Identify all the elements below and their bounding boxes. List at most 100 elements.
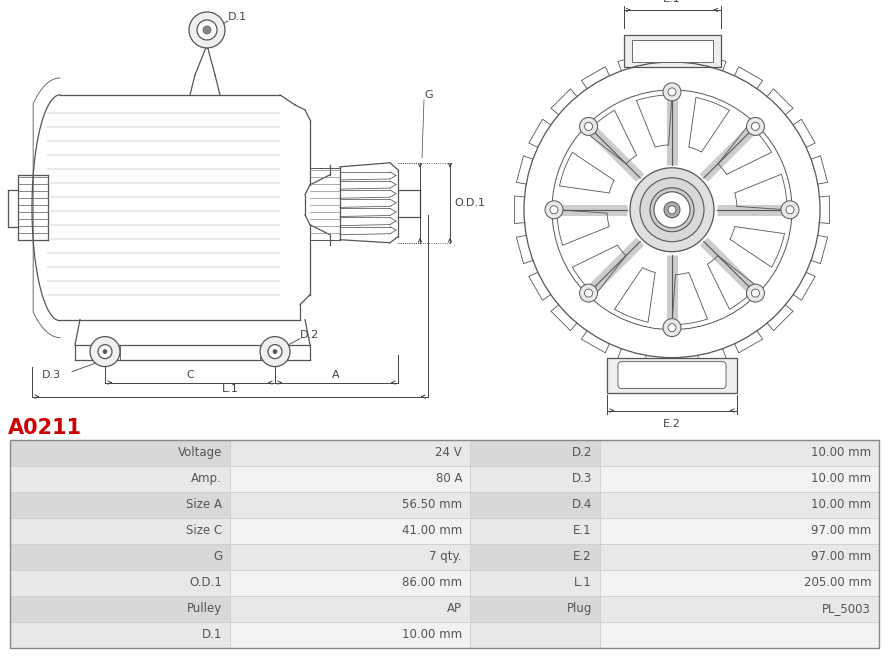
Text: E.1: E.1 xyxy=(663,0,681,4)
Text: O.D.1: O.D.1 xyxy=(189,576,222,590)
Bar xyxy=(230,518,470,544)
Text: 97.00 mm: 97.00 mm xyxy=(811,551,871,563)
Bar xyxy=(10,440,879,648)
Text: PL_5003: PL_5003 xyxy=(822,603,871,615)
Text: G: G xyxy=(212,551,222,563)
Bar xyxy=(600,570,879,596)
Circle shape xyxy=(203,26,211,34)
Circle shape xyxy=(668,324,676,332)
Bar xyxy=(10,570,230,596)
Circle shape xyxy=(550,206,558,214)
Circle shape xyxy=(197,20,217,40)
Bar xyxy=(10,518,230,544)
Circle shape xyxy=(585,289,593,297)
Text: D.2: D.2 xyxy=(300,330,319,340)
Circle shape xyxy=(668,206,676,214)
Text: 7 qty.: 7 qty. xyxy=(429,551,462,563)
Text: A: A xyxy=(332,370,340,380)
Circle shape xyxy=(650,188,694,232)
Circle shape xyxy=(90,337,120,367)
Circle shape xyxy=(103,349,107,353)
Circle shape xyxy=(668,88,676,96)
FancyBboxPatch shape xyxy=(618,362,726,389)
Circle shape xyxy=(585,122,593,130)
Bar xyxy=(470,466,600,492)
Circle shape xyxy=(663,83,681,101)
Text: A0211: A0211 xyxy=(8,418,82,438)
Circle shape xyxy=(580,117,597,136)
Circle shape xyxy=(781,201,799,218)
Bar xyxy=(600,596,879,622)
Bar xyxy=(470,544,600,570)
Circle shape xyxy=(786,206,794,214)
Text: Size A: Size A xyxy=(186,499,222,511)
Circle shape xyxy=(663,318,681,337)
Circle shape xyxy=(545,201,563,218)
Text: Amp.: Amp. xyxy=(191,472,222,486)
Text: 86.00 mm: 86.00 mm xyxy=(402,576,462,590)
Bar xyxy=(470,492,600,518)
Text: D.1: D.1 xyxy=(202,628,222,642)
Text: 10.00 mm: 10.00 mm xyxy=(811,447,871,459)
Bar xyxy=(623,35,720,67)
Bar xyxy=(607,357,737,393)
Text: L.1: L.1 xyxy=(221,384,238,393)
Text: D.2: D.2 xyxy=(572,447,592,459)
Bar xyxy=(10,492,230,518)
Text: G: G xyxy=(424,90,433,100)
Circle shape xyxy=(751,122,759,130)
Text: 10.00 mm: 10.00 mm xyxy=(811,472,871,486)
Circle shape xyxy=(664,202,680,218)
Text: D.3: D.3 xyxy=(42,370,61,380)
Text: 10.00 mm: 10.00 mm xyxy=(811,499,871,511)
Text: 97.00 mm: 97.00 mm xyxy=(811,524,871,538)
Circle shape xyxy=(747,117,765,136)
Bar xyxy=(10,596,230,622)
Bar xyxy=(230,544,470,570)
Text: O.D.1: O.D.1 xyxy=(454,198,485,208)
Circle shape xyxy=(630,168,714,252)
Circle shape xyxy=(268,345,282,359)
Text: 80 A: 80 A xyxy=(436,472,462,486)
Bar xyxy=(10,622,230,648)
Text: 56.50 mm: 56.50 mm xyxy=(402,499,462,511)
Bar xyxy=(600,544,879,570)
Text: Voltage: Voltage xyxy=(178,447,222,459)
Bar xyxy=(10,466,230,492)
Bar xyxy=(470,596,600,622)
Bar xyxy=(230,492,470,518)
Bar xyxy=(600,492,879,518)
Text: Plug: Plug xyxy=(566,603,592,615)
Text: E.2: E.2 xyxy=(573,551,592,563)
Bar xyxy=(600,518,879,544)
Circle shape xyxy=(580,284,597,302)
Circle shape xyxy=(640,178,704,241)
Bar xyxy=(470,440,600,466)
Bar xyxy=(631,40,712,62)
Text: L.1: L.1 xyxy=(574,576,592,590)
Text: 205.00 mm: 205.00 mm xyxy=(804,576,871,590)
Text: 10.00 mm: 10.00 mm xyxy=(402,628,462,642)
Circle shape xyxy=(273,349,277,353)
Bar xyxy=(470,570,600,596)
Circle shape xyxy=(751,289,759,297)
Text: D.4: D.4 xyxy=(572,499,592,511)
Bar xyxy=(470,622,600,648)
Text: Pulley: Pulley xyxy=(187,603,222,615)
Bar xyxy=(470,518,600,544)
Bar xyxy=(230,622,470,648)
Text: E.2: E.2 xyxy=(663,418,681,428)
Bar xyxy=(600,622,879,648)
Bar xyxy=(10,544,230,570)
Bar xyxy=(230,570,470,596)
Text: Size C: Size C xyxy=(186,524,222,538)
Circle shape xyxy=(98,345,112,359)
Text: C: C xyxy=(186,370,194,380)
Text: D.1: D.1 xyxy=(228,12,247,22)
Circle shape xyxy=(260,337,290,367)
Bar xyxy=(600,440,879,466)
Text: 41.00 mm: 41.00 mm xyxy=(402,524,462,538)
Bar xyxy=(600,466,879,492)
Text: E.1: E.1 xyxy=(573,524,592,538)
Circle shape xyxy=(189,12,225,48)
